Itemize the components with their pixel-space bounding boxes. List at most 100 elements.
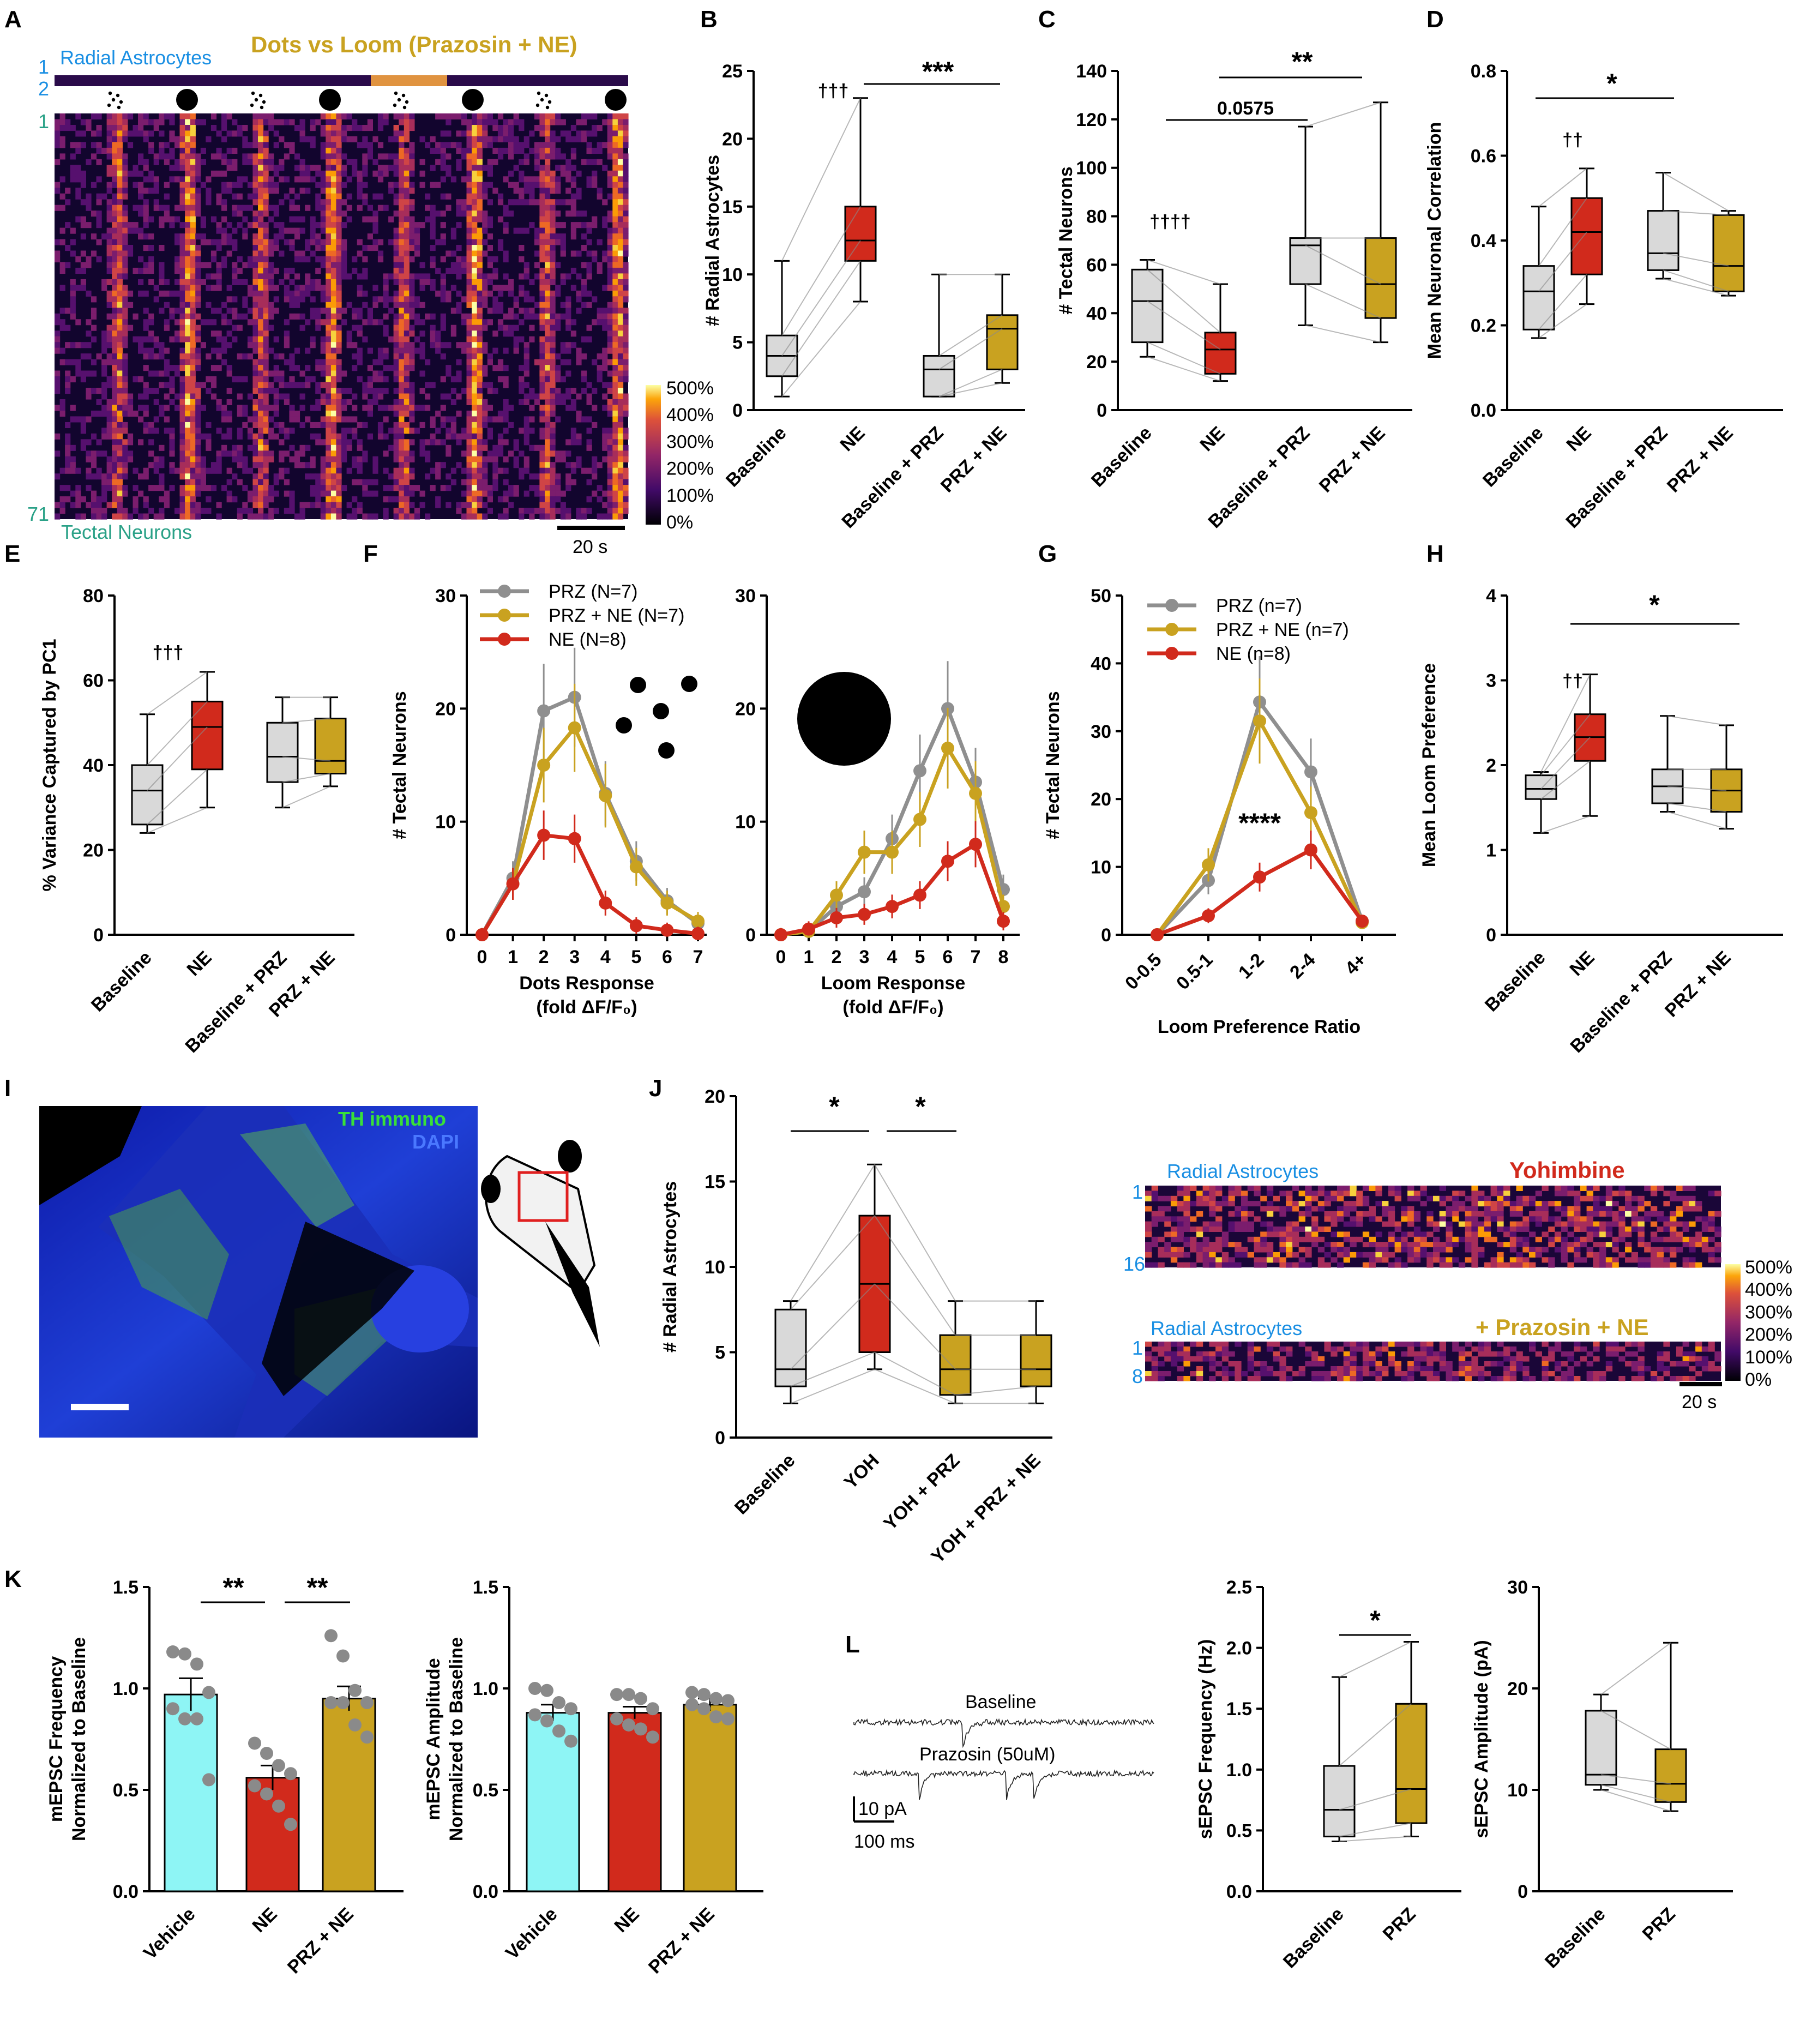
heat-cell xyxy=(472,113,478,120)
heat-cell xyxy=(258,462,264,468)
heat-cell xyxy=(1452,1195,1459,1201)
heat-cell xyxy=(330,496,337,503)
heat-cell xyxy=(226,113,232,120)
heat-cell xyxy=(122,410,128,417)
heat-cell xyxy=(1362,1231,1370,1237)
heat-cell xyxy=(341,153,347,160)
heat-cell xyxy=(252,267,258,274)
heat-cell xyxy=(1618,1186,1626,1191)
heat-cell xyxy=(263,393,269,400)
heat-cell xyxy=(112,205,118,211)
heat-cell xyxy=(1305,1252,1312,1258)
heat-cell xyxy=(179,376,185,383)
heat-cell xyxy=(122,393,128,400)
heat-cell xyxy=(190,233,196,240)
heat-cell xyxy=(607,370,613,377)
heat-cell xyxy=(623,205,629,211)
heat-cell xyxy=(393,153,399,160)
heat-cell xyxy=(1638,1201,1645,1207)
heat-cell xyxy=(122,267,128,274)
heat-cell xyxy=(112,444,118,451)
heat-cell xyxy=(466,136,472,142)
heat-cell xyxy=(545,370,551,377)
heat-cell xyxy=(539,256,545,263)
heat-cell xyxy=(210,376,217,383)
heat-cell xyxy=(1151,1242,1158,1248)
heat-cell xyxy=(482,296,488,303)
heat-cell xyxy=(112,153,118,160)
heat-cell xyxy=(477,199,483,206)
heat-cell xyxy=(352,405,358,411)
heat-cell xyxy=(550,393,556,400)
heat-cell xyxy=(336,399,342,405)
heat-cell xyxy=(252,336,258,342)
heat-cell xyxy=(326,193,332,200)
heat-cell xyxy=(336,170,342,177)
heat-cell xyxy=(1292,1186,1299,1191)
heat-cell xyxy=(206,188,212,194)
heat-cell xyxy=(112,342,118,348)
heat-cell xyxy=(1279,1206,1286,1212)
heat-cell xyxy=(508,324,514,331)
heat-cell xyxy=(1612,1201,1619,1207)
heat-cell xyxy=(623,245,629,251)
heat-cell xyxy=(466,410,472,417)
heat-cell xyxy=(1631,1216,1638,1222)
heat-cell xyxy=(1273,1252,1280,1258)
heat-cell xyxy=(226,182,232,188)
heat-cell xyxy=(399,416,405,423)
heat-cell xyxy=(1516,1211,1523,1217)
panel-label-g: G xyxy=(1038,540,1057,567)
heat-cell xyxy=(450,262,456,268)
heat-cell xyxy=(539,170,545,177)
heat-cell xyxy=(607,462,613,468)
heat-cell xyxy=(1503,1186,1510,1191)
heat-cell xyxy=(174,308,180,314)
heat-cell xyxy=(1618,1252,1626,1258)
heat-cell xyxy=(487,405,493,411)
heat-cell xyxy=(425,393,431,400)
heat-cell xyxy=(565,188,571,194)
heat-cell xyxy=(617,336,624,342)
heat-cell xyxy=(399,222,405,229)
heat-cell xyxy=(101,285,107,291)
heat-cell xyxy=(1190,1247,1197,1253)
heat-cell xyxy=(1535,1211,1542,1217)
heat-cell xyxy=(299,450,305,457)
heat-cell xyxy=(1509,1227,1517,1232)
heat-cell xyxy=(1394,1236,1401,1242)
heat-cell xyxy=(383,296,389,303)
heat-cell xyxy=(477,502,483,508)
heat-cell xyxy=(539,176,545,183)
heat-cell xyxy=(179,490,185,497)
heat-cell xyxy=(127,410,134,417)
heat-cell xyxy=(117,159,123,165)
heat-cell xyxy=(419,450,425,457)
heat-cell xyxy=(1177,1221,1184,1227)
heat-cell xyxy=(1221,1236,1229,1242)
heat-cell xyxy=(1337,1206,1344,1212)
heat-cell xyxy=(96,130,102,137)
heat-cell xyxy=(466,256,472,263)
heat-cell xyxy=(1254,1186,1261,1191)
heat-cell xyxy=(404,467,410,474)
heat-cell xyxy=(435,467,441,474)
heat-cell xyxy=(393,342,399,348)
heat-cell xyxy=(362,456,368,462)
heat-cell xyxy=(404,393,410,400)
heat-cell xyxy=(550,376,556,383)
heat-cell xyxy=(508,119,514,125)
heat-cell xyxy=(279,159,285,165)
heat-cell xyxy=(80,439,86,446)
panel-label-d: D xyxy=(1426,6,1444,33)
heat-cell xyxy=(1413,1236,1421,1242)
heat-cell xyxy=(122,467,128,474)
heat-cell xyxy=(623,359,629,365)
heat-cell xyxy=(159,513,165,520)
heat-cell xyxy=(545,319,551,326)
heat-cell xyxy=(179,205,185,211)
heat-cell xyxy=(185,433,191,440)
heat-cell xyxy=(623,119,629,125)
heat-cell xyxy=(419,273,425,280)
heat-cell xyxy=(179,193,185,200)
